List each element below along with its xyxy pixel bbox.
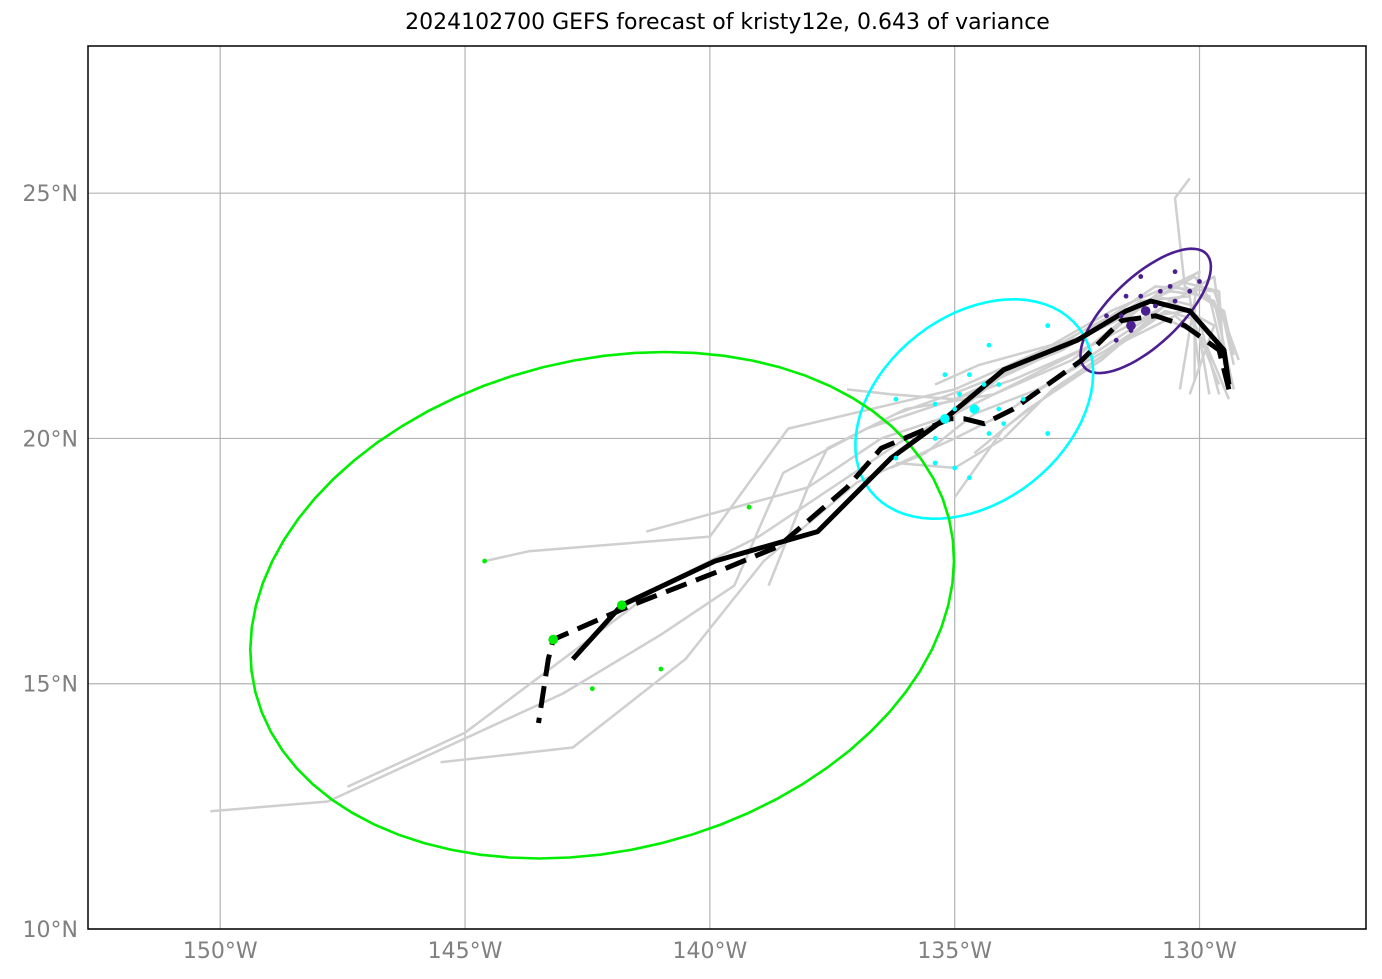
axis-tick-labels: 150°W 145°W 140°W 135°W 130°W 10°N 15°N 20°N 25°… <box>23 182 1238 964</box>
day3-member-point <box>1001 421 1007 427</box>
map-gridlines <box>88 46 1366 930</box>
day3-member-point <box>893 455 899 461</box>
day3-member-point <box>981 382 987 387</box>
day3-mean-point <box>969 404 980 414</box>
day5-member-point <box>482 558 488 564</box>
day3-member-point <box>996 406 1002 412</box>
day1-member-point <box>1172 269 1178 275</box>
ensemble-summary-tracks <box>536 298 1232 724</box>
day5-median-point <box>548 634 558 645</box>
day3-member-point <box>1045 323 1051 329</box>
day3-member-point <box>1045 431 1051 436</box>
day1-member-point <box>1172 298 1178 304</box>
member-track <box>440 309 1221 764</box>
plot-area <box>210 177 1240 860</box>
member-track <box>346 270 1201 788</box>
lon-tick-label: 150°W <box>183 939 258 964</box>
day3-member-point <box>966 475 972 481</box>
day1-member-point <box>1138 274 1144 279</box>
lon-tick-label: 130°W <box>1162 939 1237 964</box>
lat-tick-label: 20°N <box>23 427 78 452</box>
member-track <box>846 275 1226 401</box>
day3-member-point <box>966 372 972 378</box>
day3-member-point <box>996 382 1002 387</box>
chart-title: 2024102700 GEFS forecast of kristy12e, 0… <box>405 10 1050 35</box>
plot-frame <box>87 45 1367 930</box>
lon-tick-label: 135°W <box>917 939 992 964</box>
day3-ellipse <box>854 297 1095 521</box>
day5-ellipse <box>248 350 956 860</box>
day1-member-point <box>1187 288 1193 294</box>
day5-mean-point <box>616 600 627 611</box>
ensemble-member-tracks <box>210 177 1240 813</box>
day3-member-point <box>952 406 958 412</box>
day1-member-point <box>1153 303 1158 309</box>
day3-median-point <box>940 414 950 424</box>
lat-tick-label: 25°N <box>23 182 78 207</box>
day3-member-point <box>942 372 948 378</box>
day1-member-point <box>1118 313 1124 319</box>
day1-mean-point <box>1140 306 1151 316</box>
day3-member-point <box>932 460 938 466</box>
day3-member-point <box>932 401 938 407</box>
ensemble-median-track <box>536 313 1232 724</box>
forecast-position-points <box>482 269 1202 692</box>
day1-member-point <box>1157 288 1163 294</box>
day3-member-point <box>986 342 992 348</box>
day3-member-point <box>893 396 899 402</box>
day5-member-point <box>589 686 595 692</box>
ensemble-mean-track <box>570 298 1232 661</box>
lat-tick-label: 10°N <box>23 918 78 943</box>
day3-member-point <box>957 391 962 397</box>
day3-member-point <box>932 436 938 441</box>
day5-member-point <box>746 504 752 510</box>
day1-member-point <box>1104 313 1109 319</box>
uncertainty-ellipses <box>248 247 1213 860</box>
day5-member-point <box>658 666 664 672</box>
day3-member-point <box>986 431 992 436</box>
lon-tick-label: 145°W <box>428 939 503 964</box>
lon-tick-label: 140°W <box>672 939 747 964</box>
day1-ellipse <box>1079 247 1213 375</box>
day3-member-point <box>952 465 958 471</box>
lat-tick-label: 15°N <box>23 673 78 698</box>
day1-member-point <box>1138 293 1144 299</box>
day1-member-point <box>1197 279 1202 284</box>
day1-median-point <box>1126 320 1136 331</box>
day3-member-point <box>1020 396 1026 402</box>
day1-member-point <box>1123 293 1129 299</box>
day1-member-point <box>1113 337 1119 343</box>
day1-member-point <box>1167 283 1173 289</box>
